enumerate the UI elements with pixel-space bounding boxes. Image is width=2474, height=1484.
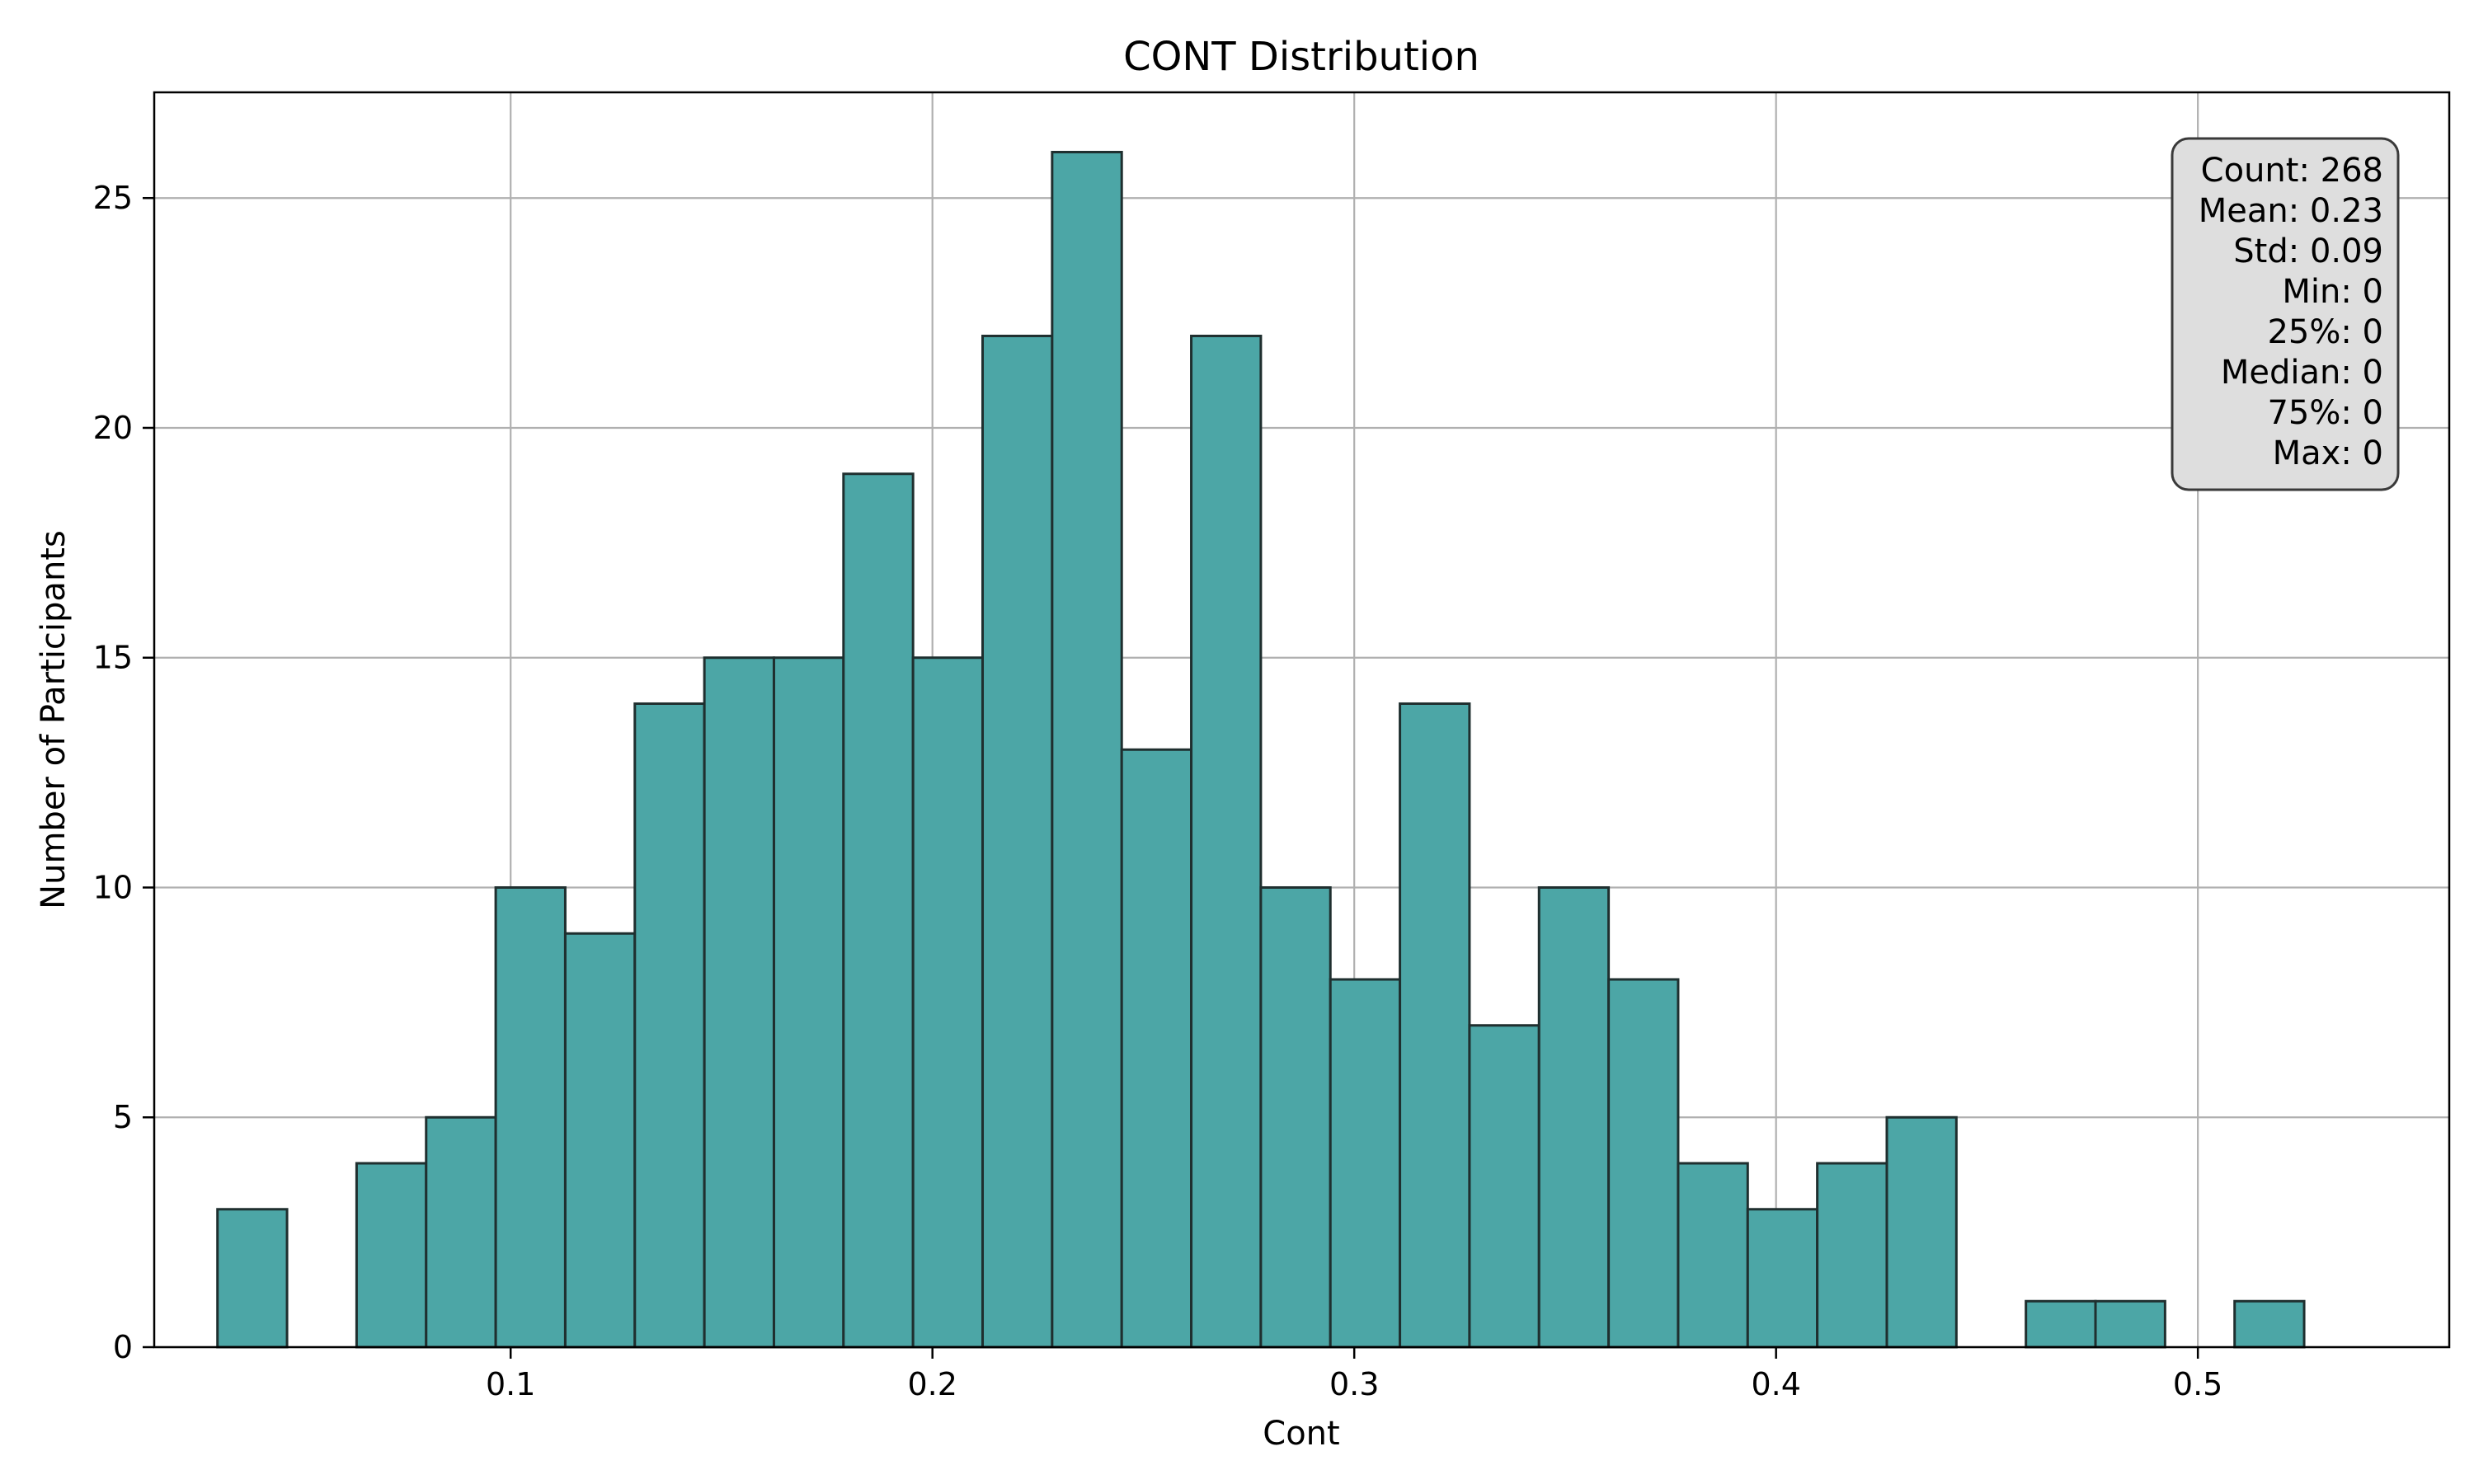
histogram-bar [2094,1299,2166,1349]
x-tick-label: 0.2 [907,1366,957,1402]
y-axis-label: Number of Participants [35,530,73,909]
chart-title: CONT Distribution [1123,34,1479,80]
y-axis-ticks: 0 5 10 15 20 25 [93,180,154,1365]
y-tick-label: 20 [93,410,133,446]
plot-frame [153,91,2451,1349]
stats-line: 25%: 0 [2267,313,2383,351]
histogram-bar [1329,978,1402,1349]
histogram-bar [355,1162,428,1349]
histogram-bar [494,885,567,1349]
y-tick-label: 10 [93,869,133,905]
stats-line: Mean: 0.23 [2199,192,2383,230]
histogram-bar [1607,978,1680,1349]
histogram-bar [2025,1299,2097,1349]
histogram-bar [1051,150,1123,1349]
histogram-bar [563,932,637,1349]
x-tick-label: 0.1 [486,1366,535,1402]
stats-line: Std: 0.09 [2233,232,2383,270]
stats-line: Count: 268 [2201,152,2383,190]
histogram-bar [1468,1024,1540,1349]
histogram-bar [842,472,915,1349]
y-tick-label: 25 [93,180,133,216]
x-tick-label: 0.4 [1751,1366,1800,1402]
histogram-bar [216,1208,289,1349]
histogram-bars [216,150,2306,1349]
histogram-bar [772,656,845,1349]
histogram-bar [1677,1162,1749,1349]
stats-line: Max: 0 [2273,434,2383,472]
histogram-bar [1190,334,1263,1349]
histogram-bar [703,656,775,1349]
stats-line: 75%: 0 [2267,394,2383,432]
stats-line: Median: 0 [2221,354,2383,392]
histogram-bar [425,1115,497,1349]
histogram-bar [911,656,985,1349]
histogram-bar [1259,885,1332,1349]
histogram-bar [1816,1162,1888,1349]
histogram-bar [1399,702,1471,1349]
histogram-bar [1746,1208,1819,1349]
histogram-bar [981,334,1054,1349]
histogram-bar [1120,748,1193,1349]
histogram-bar [1537,885,1611,1349]
histogram-bar [2233,1299,2306,1349]
stats-box-background [2171,137,2400,491]
stats-line: Min: 0 [2282,273,2383,311]
y-tick-label: 15 [93,640,133,676]
x-tick-label: 0.5 [2173,1366,2222,1402]
y-tick-label: 0 [113,1329,133,1365]
x-tick-label: 0.3 [1329,1366,1379,1402]
x-axis-label: Cont [1263,1415,1339,1453]
histogram-bar [633,702,706,1349]
histogram-bar [1885,1115,1958,1349]
y-tick-label: 5 [113,1099,133,1135]
x-axis-ticks: 0.1 0.2 0.3 0.4 0.5 [486,1347,2222,1402]
